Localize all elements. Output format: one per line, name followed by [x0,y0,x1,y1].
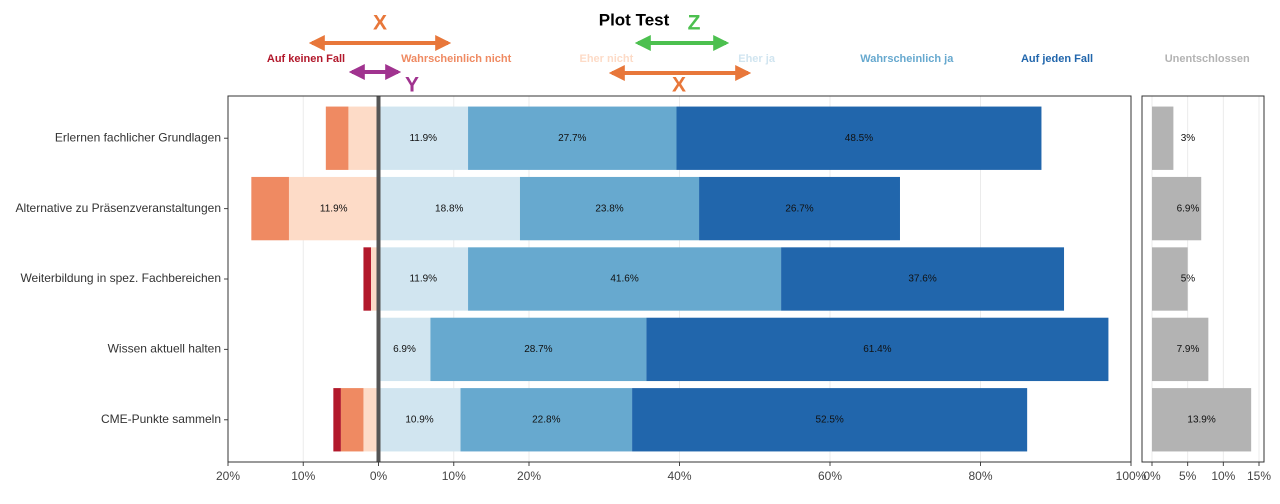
bar-segment [378,317,431,382]
x-tick-label: 60% [818,469,842,483]
annotation: Y [405,74,419,97]
x-tick-label: 20% [517,469,541,483]
legend-entry: Unentschlossen [1165,53,1250,65]
data-label: 27.7% [558,133,586,144]
legend-entry: Auf jeden Fall [1021,53,1093,65]
annotation: Z [688,12,701,35]
legend-entry: Wahrscheinlich nicht [401,53,512,65]
bar-segment [378,176,520,241]
x-tick-label: 0% [370,469,388,483]
bar [1151,317,1209,382]
bar-segment [460,388,633,452]
legend-entry: Eher ja [738,53,776,65]
bar [1151,176,1202,241]
x-tick-label: 15% [1247,469,1271,483]
data-label: 23.8% [595,203,623,214]
bar-segment [348,106,379,170]
panel-border [1141,95,1265,463]
legend-entry: Wahrscheinlich ja [860,53,954,65]
y-tick-label: Erlernen fachlicher Grundlagen [55,130,221,144]
bar-segment [378,106,469,170]
bar-segment [378,247,469,311]
data-label: 13.9% [1187,414,1215,425]
x-tick-label: 10% [291,469,315,483]
bar-segment [781,247,1065,311]
data-label: 18.8% [435,203,463,214]
data-label: 41.6% [610,274,638,285]
bar-segment [363,247,371,311]
legend-entry: Auf keinen Fall [267,53,345,65]
bar-segment [363,388,379,452]
bar-segment [430,317,647,382]
data-label: 3% [1181,133,1196,144]
data-label: 48.5% [845,133,873,144]
data-label: 11.9% [409,133,437,144]
chart-title: Plot Test [599,10,670,29]
data-label: 11.9% [409,274,437,285]
data-label: 10.9% [405,414,433,425]
x-tick-label: 80% [968,469,992,483]
x-tick-label: 10% [1211,469,1235,483]
bar-segment [378,388,461,452]
legend-entry: Eher nicht [580,53,634,65]
bar-segment [340,388,364,452]
x-tick-label: 100% [1116,469,1147,483]
data-label: 61.4% [863,344,891,355]
bar-segment [333,388,341,452]
data-label: 11.9% [320,203,348,214]
annotation: X [672,74,686,97]
x-tick-label: 10% [442,469,466,483]
data-label: 7.9% [1177,344,1200,355]
x-tick-label: 40% [667,469,691,483]
bar [1151,106,1174,170]
bar [1151,247,1188,311]
bar-segment [468,106,677,170]
data-label: 22.8% [532,414,560,425]
bar-segment [646,317,1109,382]
data-label: 5% [1181,274,1196,285]
x-tick-label: 0% [1143,469,1161,483]
y-tick-label: Wissen aktuell halten [108,342,221,356]
data-label: 6.9% [393,344,416,355]
bar-segment [370,247,379,311]
bar-segment [699,176,900,241]
bar-segment [519,176,700,241]
bar [1151,388,1252,452]
data-label: 52.5% [815,414,843,425]
bar-segment [632,388,1028,452]
data-label: 28.7% [524,344,552,355]
panel-border [227,95,1132,463]
bar-segment [468,247,782,311]
bar-segment [676,106,1042,170]
bar-segment [251,176,289,241]
bar-segment [325,106,349,170]
data-label: 37.6% [908,274,936,285]
annotation: X [373,12,387,35]
x-tick-label: 5% [1179,469,1197,483]
y-tick-label: Alternative zu Präsenzveranstaltungen [16,201,221,215]
y-tick-label: Weiterbildung in spez. Fachbereichen [20,271,221,285]
x-tick-label: 20% [216,469,240,483]
y-tick-label: CME-Punkte sammeln [101,412,221,426]
bar-segment [288,176,379,241]
data-label: 26.7% [785,203,813,214]
data-label: 6.9% [1177,203,1200,214]
